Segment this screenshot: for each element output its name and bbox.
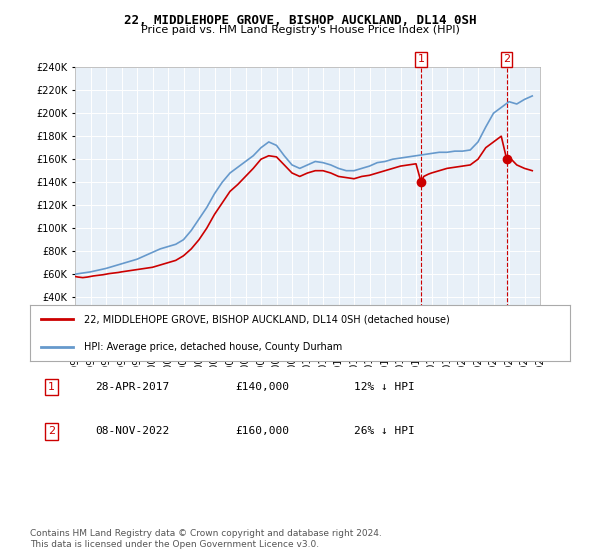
Text: £160,000: £160,000 xyxy=(235,427,289,436)
Text: 1: 1 xyxy=(418,54,425,64)
Text: 12% ↓ HPI: 12% ↓ HPI xyxy=(354,382,415,392)
Text: 26% ↓ HPI: 26% ↓ HPI xyxy=(354,427,415,436)
Text: 2: 2 xyxy=(48,427,55,436)
Text: 28-APR-2017: 28-APR-2017 xyxy=(95,382,169,392)
Text: 2: 2 xyxy=(503,54,510,64)
Text: £140,000: £140,000 xyxy=(235,382,289,392)
Text: HPI: Average price, detached house, County Durham: HPI: Average price, detached house, Coun… xyxy=(84,342,342,352)
Text: Price paid vs. HM Land Registry's House Price Index (HPI): Price paid vs. HM Land Registry's House … xyxy=(140,25,460,35)
Text: 22, MIDDLEHOPE GROVE, BISHOP AUCKLAND, DL14 0SH (detached house): 22, MIDDLEHOPE GROVE, BISHOP AUCKLAND, D… xyxy=(84,314,450,324)
Text: Contains HM Land Registry data © Crown copyright and database right 2024.
This d: Contains HM Land Registry data © Crown c… xyxy=(30,529,382,549)
Text: 22, MIDDLEHOPE GROVE, BISHOP AUCKLAND, DL14 0SH: 22, MIDDLEHOPE GROVE, BISHOP AUCKLAND, D… xyxy=(124,14,476,27)
Text: 1: 1 xyxy=(48,382,55,392)
Text: 08-NOV-2022: 08-NOV-2022 xyxy=(95,427,169,436)
